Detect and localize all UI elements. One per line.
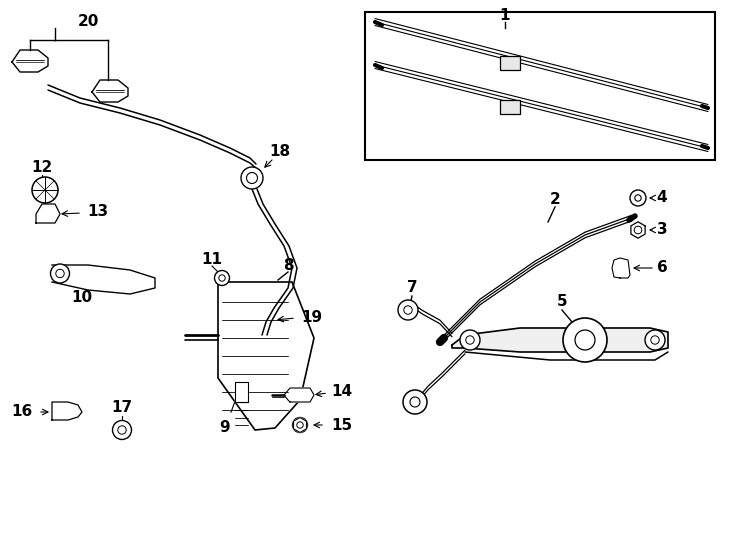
Polygon shape (294, 417, 307, 433)
Text: 13: 13 (87, 205, 109, 219)
Polygon shape (218, 282, 314, 430)
Text: 8: 8 (283, 258, 294, 273)
Polygon shape (235, 382, 248, 402)
Text: 1: 1 (500, 8, 510, 23)
Circle shape (410, 397, 420, 407)
Circle shape (56, 269, 64, 278)
Text: 11: 11 (202, 253, 222, 267)
Text: 7: 7 (407, 280, 418, 295)
Polygon shape (612, 258, 630, 278)
Text: 6: 6 (657, 260, 667, 275)
Text: 20: 20 (77, 15, 98, 30)
Text: 4: 4 (657, 191, 667, 206)
Polygon shape (452, 328, 668, 352)
Circle shape (32, 177, 58, 203)
Bar (365, 12, 715, 160)
Bar (500, 99, 520, 113)
Polygon shape (92, 80, 128, 102)
Circle shape (403, 390, 427, 414)
Circle shape (51, 264, 70, 283)
Text: 17: 17 (112, 401, 133, 415)
Circle shape (219, 275, 225, 281)
Text: 18: 18 (269, 145, 291, 159)
Circle shape (112, 421, 131, 440)
Text: 2: 2 (550, 192, 560, 207)
Polygon shape (12, 50, 48, 72)
Circle shape (651, 336, 659, 344)
Polygon shape (52, 402, 82, 420)
Text: 9: 9 (219, 421, 230, 435)
Circle shape (635, 195, 642, 201)
Polygon shape (36, 204, 60, 223)
Text: 3: 3 (657, 222, 667, 238)
Text: 12: 12 (32, 160, 53, 176)
Text: 16: 16 (11, 404, 32, 420)
Circle shape (297, 422, 303, 428)
Circle shape (398, 300, 418, 320)
Text: 19: 19 (302, 310, 322, 326)
Circle shape (214, 271, 230, 286)
Circle shape (117, 426, 126, 434)
Circle shape (634, 226, 642, 234)
Circle shape (645, 330, 665, 350)
Circle shape (247, 172, 258, 184)
Polygon shape (284, 388, 314, 402)
Circle shape (460, 330, 480, 350)
Polygon shape (631, 222, 645, 238)
Bar (500, 56, 520, 70)
Circle shape (241, 167, 263, 189)
Text: 5: 5 (556, 294, 567, 309)
Circle shape (466, 336, 474, 344)
Circle shape (563, 318, 607, 362)
Circle shape (575, 330, 595, 350)
Circle shape (404, 306, 413, 314)
Text: 14: 14 (332, 384, 352, 400)
Text: 10: 10 (71, 291, 92, 306)
Circle shape (630, 190, 646, 206)
Polygon shape (52, 265, 155, 294)
Text: 15: 15 (332, 417, 352, 433)
Circle shape (293, 417, 308, 433)
